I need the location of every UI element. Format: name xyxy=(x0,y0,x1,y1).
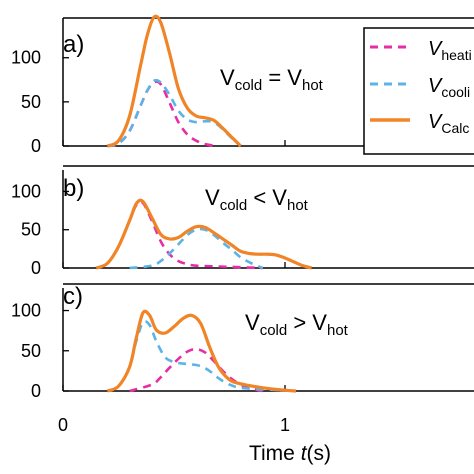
panel-annotation: Vcold = Vhot xyxy=(220,65,324,94)
y-tick-label: 0 xyxy=(31,381,41,401)
y-tick-label: 50 xyxy=(21,341,41,361)
series-heating-line xyxy=(95,200,263,270)
y-tick-label: 100 xyxy=(11,301,41,321)
panel-label: c) xyxy=(63,283,83,310)
y-tick-label: 100 xyxy=(11,48,41,68)
series-calc-line xyxy=(95,198,313,270)
panel-a: 0 50 100 a) Vcold = Vhot xyxy=(11,14,474,156)
panel-label: a) xyxy=(63,31,84,58)
panel-annotation: Vcold > Vhot xyxy=(245,310,349,339)
series-calc-line xyxy=(106,309,297,393)
panel-c: 0 50 100 c) Vcold > Vhot xyxy=(11,283,474,401)
y-tick-label: 50 xyxy=(21,220,41,240)
legend-entry-calc: VCalc xyxy=(428,111,469,136)
x-tick-label: 1 xyxy=(280,415,290,435)
panels-group: 0 50 100 a) Vcold = Vhot 0 50 100 b) Vcold < Vhot… xyxy=(11,14,474,401)
panel-b: 0 50 100 b) Vcold < Vhot xyxy=(11,165,474,278)
panel-annotation: Vcold < Vhot xyxy=(205,185,309,214)
y-tick-label: 0 xyxy=(31,258,41,278)
series-heating-line xyxy=(129,347,264,393)
legend-entry-cooling: Vcooli xyxy=(428,75,470,100)
y-tick-label: 50 xyxy=(21,92,41,112)
y-tick-label: 100 xyxy=(11,181,41,201)
legend-entry-heating: Vheati xyxy=(428,38,472,63)
series-heating-line xyxy=(107,80,219,148)
series-calc-line xyxy=(106,14,242,148)
legend: Vheati Vcooli VCalc xyxy=(363,27,474,155)
series-cooling-line xyxy=(129,227,264,270)
y-tick-label: 0 xyxy=(31,136,41,156)
x-axis-labels: 0 1 Time t(s) xyxy=(58,415,331,465)
legend-box xyxy=(363,27,474,155)
x-tick-label: 0 xyxy=(58,415,68,435)
x-axis-title: Time t(s) xyxy=(249,442,331,465)
panel-label: b) xyxy=(63,175,84,202)
